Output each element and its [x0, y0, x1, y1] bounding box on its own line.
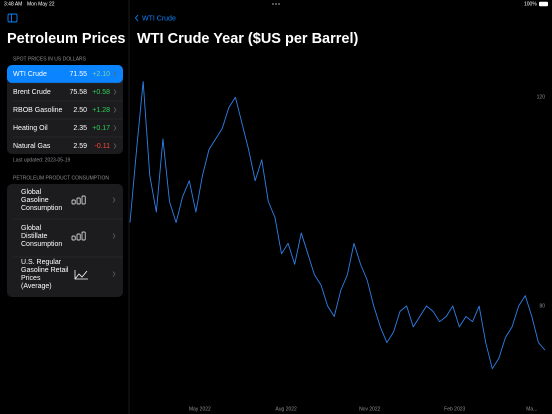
- chevron: [113, 107, 117, 113]
- status-battery: 100%: [524, 1, 537, 7]
- status-date: Mon May 22: [27, 1, 55, 7]
- x-tick-label: Ma...: [526, 406, 537, 412]
- bar-icon: [81, 231, 86, 241]
- bar-icon: [71, 235, 76, 241]
- row-name: Brent Crude: [13, 89, 51, 96]
- y-tick-label: 120: [537, 95, 546, 101]
- row-label: (Average): [21, 283, 52, 290]
- row-label: Distillate: [21, 233, 48, 240]
- chevron: [113, 125, 117, 131]
- status-time: 3:48 AM: [4, 1, 22, 7]
- price-line: [129, 81, 546, 370]
- selected-row: [7, 65, 123, 83]
- row-label: Consumption: [21, 241, 62, 248]
- row-name: Natural Gas: [13, 143, 51, 150]
- row-label: Global: [21, 225, 42, 232]
- section-header: SPOT PRICES IN US DOLLARS: [13, 56, 87, 62]
- row-label: Prices: [21, 275, 41, 282]
- row-change: -0.11: [95, 143, 111, 150]
- detail-title: WTI Crude Year ($US per Barrel): [137, 31, 359, 47]
- chevron: [113, 89, 117, 95]
- x-tick-label: Aug 2022: [275, 406, 297, 412]
- top-dots: [272, 3, 280, 5]
- row-name: RBOB Gasoline: [13, 107, 63, 114]
- row-label: U.S. Regular: [21, 259, 62, 266]
- sidebar-toggle[interactable]: [7, 13, 18, 23]
- row-label: Gasoline: [21, 197, 49, 204]
- bar-icon: [76, 197, 81, 205]
- bar-icon: [71, 199, 76, 205]
- x-tick-label: Nov 2022: [359, 406, 381, 412]
- bar-icon: [81, 195, 86, 205]
- row-change: +2.10: [92, 71, 110, 78]
- chevron: [113, 71, 117, 77]
- row-price: 2.35: [73, 125, 87, 132]
- chevron: [112, 271, 116, 277]
- chevron: [112, 197, 116, 203]
- row-name: Heating Oil: [13, 125, 48, 132]
- chevron: [112, 233, 116, 239]
- consumption-card: [7, 184, 123, 297]
- row-price: 2.59: [73, 143, 87, 150]
- sidebar-title: Petroleum Prices: [7, 31, 125, 47]
- bar-icon: [76, 233, 81, 241]
- row-name: WTI Crude: [13, 71, 47, 78]
- row-label: Global: [21, 189, 42, 196]
- spot-card: [7, 65, 123, 154]
- x-tick-label: Feb 2023: [444, 406, 465, 412]
- section-header: PETROLEUM PRODUCT CONSUMPTION: [13, 175, 109, 181]
- row-change: +0.58: [92, 89, 110, 96]
- y-tick-label: 80: [539, 303, 545, 309]
- trend-icon: [74, 270, 88, 280]
- row-change: +0.17: [92, 125, 110, 132]
- row-label: Gasoline Retail: [21, 267, 69, 274]
- last-updated: Last updated: 2023-05-19: [13, 157, 70, 163]
- row-price: 71.55: [69, 71, 87, 78]
- chevron: [113, 143, 117, 149]
- battery-icon: [539, 1, 548, 7]
- row-price: 2.50: [73, 107, 87, 114]
- row-change: +1.28: [92, 107, 110, 114]
- row-price: 75.58: [69, 89, 87, 96]
- back-chevron: [134, 14, 139, 22]
- x-tick-label: May 2022: [189, 406, 211, 412]
- row-label: Consumption: [21, 205, 62, 212]
- back-button[interactable]: WTI Crude: [142, 15, 176, 22]
